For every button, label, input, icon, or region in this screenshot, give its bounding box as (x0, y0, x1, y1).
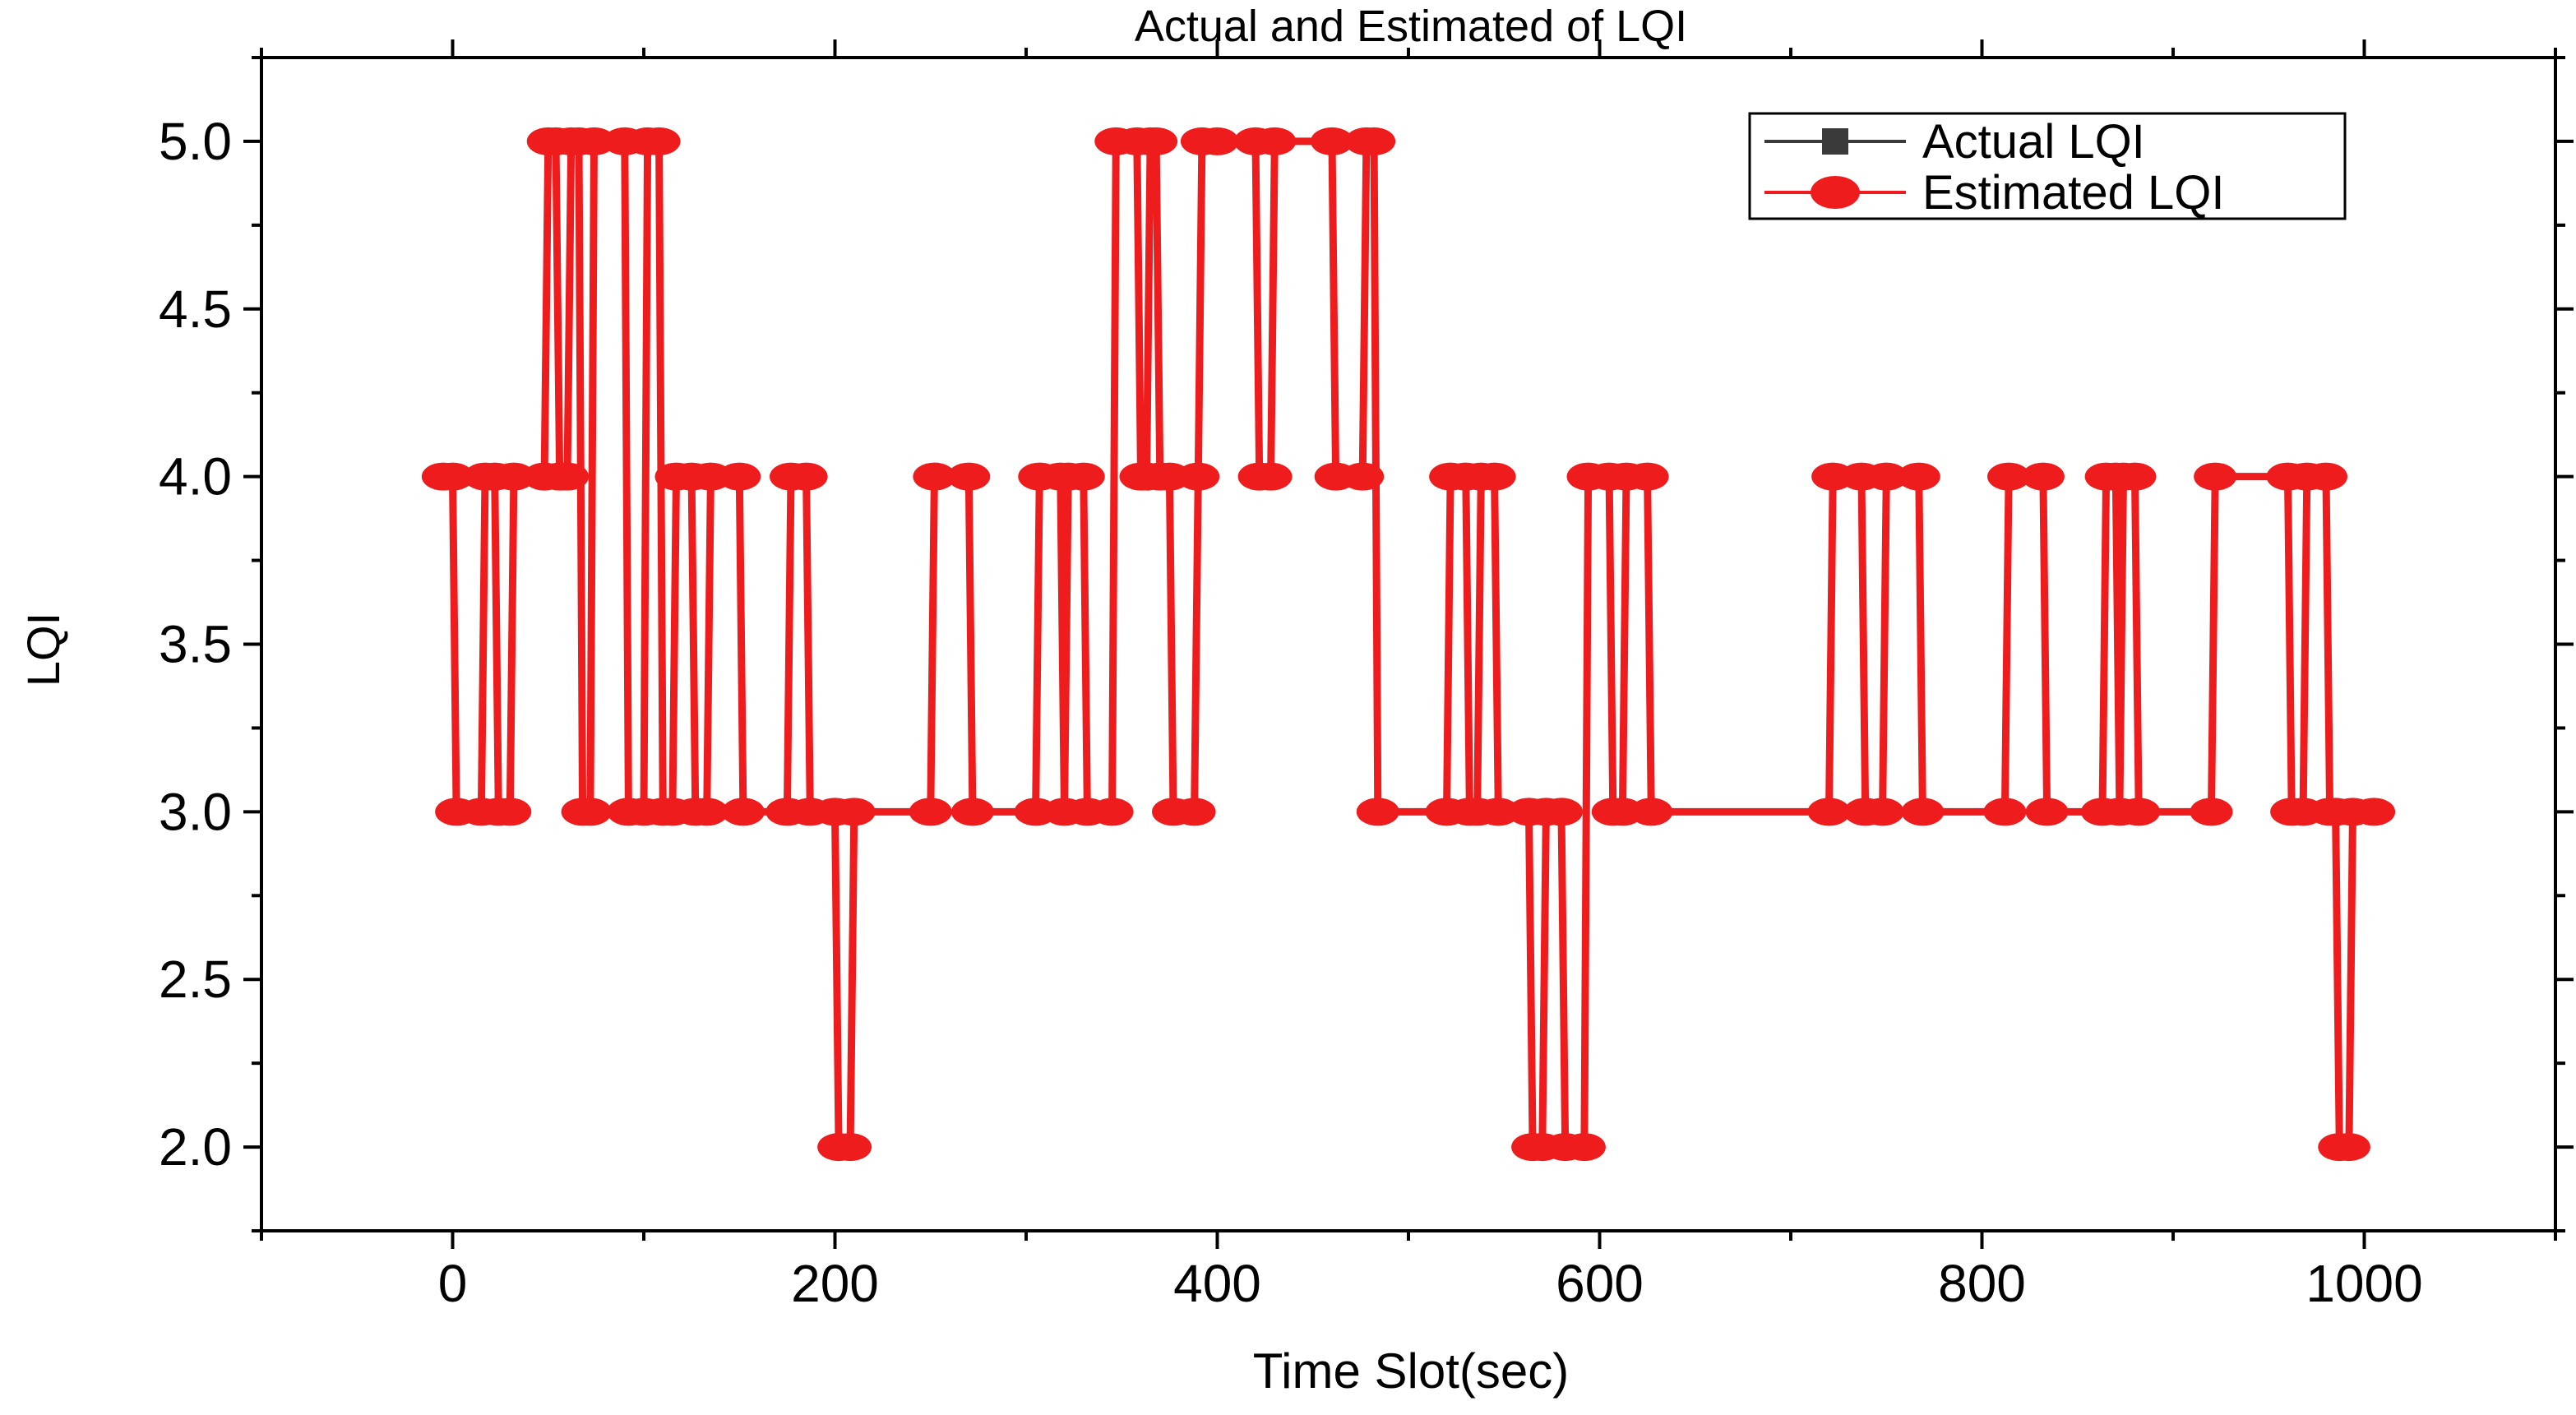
estimated-lqi-point (568, 798, 612, 826)
chart-title: Actual and Estimated of LQI (1135, 2, 1687, 51)
estimated-lqi-point (431, 462, 474, 491)
estimated-lqi-point (829, 1133, 872, 1162)
y-tick-label: 2.5 (159, 950, 232, 1009)
y-tick-label: 4.0 (159, 447, 232, 506)
estimated-lqi-point (1311, 127, 1353, 155)
series-estimated-lqi (421, 127, 2396, 1162)
estimated-lqi-point (1897, 462, 1940, 491)
estimated-lqi-point (1061, 462, 1105, 491)
estimated-lqi-point (2113, 462, 2157, 491)
legend-actual-label: Actual LQI (1922, 115, 2145, 169)
estimated-lqi-point (1865, 462, 1908, 491)
y-tick-label: 4.5 (159, 280, 232, 339)
estimated-lqi-point (718, 462, 761, 491)
estimated-lqi-point (2025, 798, 2069, 826)
estimated-lqi-point (488, 798, 532, 826)
estimated-lqi-point (2352, 798, 2396, 826)
y-tick-label: 5.0 (159, 112, 232, 171)
estimated-lqi-point (1249, 462, 1293, 491)
legend: Actual LQI Estimated LQI (1748, 112, 2347, 220)
x-tick-label: 800 (1938, 1254, 2026, 1313)
estimated-lqi-point (572, 127, 616, 155)
estimated-lqi-point (1196, 127, 1239, 155)
estimated-lqi-point (492, 462, 535, 491)
estimated-lqi-point (1630, 798, 1673, 826)
estimated-lqi-point (637, 127, 681, 155)
x-tick-label: 1000 (2305, 1254, 2422, 1313)
estimated-lqi-point (1987, 462, 2031, 491)
estimated-lqi-point (1253, 127, 1297, 155)
x-tick-label: 200 (791, 1254, 879, 1313)
estimated-lqi-point (832, 798, 876, 826)
legend-estimated-label: Estimated LQI (1922, 166, 2224, 220)
y-tick-label: 3.0 (159, 782, 232, 841)
y-tick-label: 2.0 (159, 1117, 232, 1177)
estimated-lqi-point (2194, 462, 2237, 491)
estimated-lqi-point (1135, 127, 1178, 155)
estimated-lqi-point (1626, 462, 1669, 491)
estimated-lqi-point (1473, 462, 1516, 491)
x-tick-label: 0 (438, 1254, 468, 1313)
estimated-lqi-point (2190, 798, 2233, 826)
y-tick-label: 3.5 (159, 615, 232, 674)
estimated-lqi-point (1477, 798, 1520, 826)
estimated-lqi-point (1901, 798, 1945, 826)
estimated-lqi-point (784, 462, 828, 491)
estimated-lqi-point (546, 462, 589, 491)
estimated-lqi-point (1540, 798, 1583, 826)
estimated-lqi-point (1172, 798, 1216, 826)
x-tick-label: 600 (1556, 1254, 1644, 1313)
estimated-lqi-point (1090, 798, 1134, 826)
x-tick-label: 400 (1173, 1254, 1261, 1313)
estimated-lqi-point (950, 798, 994, 826)
legend-estimated-marker (1811, 176, 1860, 209)
estimated-lqi-point (1861, 798, 1904, 826)
estimated-lqi-point (2021, 462, 2065, 491)
x-axis-label: Time Slot(sec) (1253, 1343, 1570, 1399)
estimated-lqi-point (1353, 127, 1396, 155)
estimated-lqi-point (1562, 1133, 1606, 1162)
estimated-lqi-point (685, 798, 728, 826)
estimated-lqi-point (2117, 798, 2161, 826)
estimated-lqi-point (1983, 798, 2027, 826)
estimated-lqi-point (1177, 462, 1220, 491)
legend-actual-marker (1822, 128, 1848, 155)
estimated-lqi-point (909, 798, 952, 826)
y-axis-label: LQI (17, 613, 69, 687)
estimated-lqi-point (1356, 798, 1399, 826)
estimated-lqi-point (1807, 798, 1851, 826)
plot-area: 0 200 400 600 800 1000 2.0 2.5 3.0 3.5 4.0 4.5 5.0 (159, 39, 2574, 1313)
estimated-lqi-point (2305, 462, 2347, 491)
estimated-lqi-point (913, 462, 956, 491)
estimated-lqi-point (721, 798, 765, 826)
estimated-lqi-point (1341, 462, 1385, 491)
estimated-lqi-point (2327, 1133, 2370, 1162)
estimated-lqi-point (947, 462, 991, 491)
